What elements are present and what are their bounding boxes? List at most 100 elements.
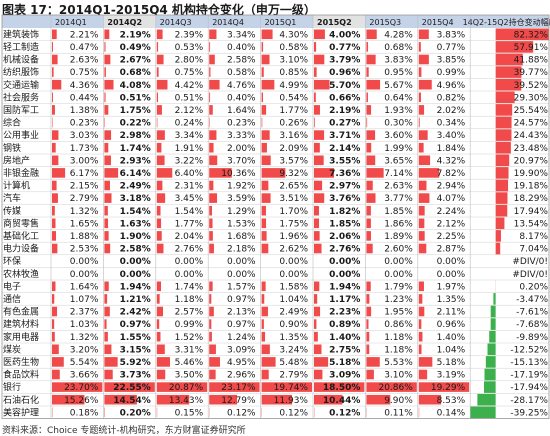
cell-value: 5.48% — [279, 358, 308, 368]
cell-value: 1.79% — [384, 282, 413, 292]
value-bar — [156, 67, 159, 77]
cell-value: 0.00% — [329, 257, 360, 267]
cell-value: 1.74% — [175, 282, 204, 292]
value-bar — [52, 92, 53, 103]
cell-value: 5.18% — [437, 358, 466, 368]
row-label: 建筑装饰 — [3, 28, 39, 40]
cell-value: 1.63% — [120, 219, 151, 229]
value-bar — [261, 155, 271, 166]
value-bar — [156, 394, 190, 405]
cell-value: 0.11% — [384, 408, 413, 418]
value-bar — [314, 142, 320, 153]
cell-value: 3.57% — [279, 156, 308, 166]
value-bar — [209, 155, 218, 166]
value-bar — [418, 105, 425, 115]
cell-value: 4.95% — [227, 358, 256, 368]
cell-value: 1.64% — [227, 106, 256, 116]
cell-value: 5.53% — [384, 358, 413, 368]
value-bar — [156, 29, 163, 40]
change-value: 39.52% — [514, 81, 549, 91]
value-bar — [366, 319, 369, 329]
cell-value: 22.55% — [113, 383, 151, 393]
change-value: #DIV/0! — [512, 257, 548, 267]
cell-value: 5.18% — [329, 358, 360, 368]
cell-value: 1.77% — [175, 219, 204, 229]
value-bar — [366, 294, 370, 304]
value-bar — [52, 42, 53, 52]
column-header: 2014Q1 — [55, 18, 87, 27]
source-note: 资料来源：Choice 专题统计-机构研究，东方财富证券研究所 — [2, 426, 246, 436]
value-bar — [104, 344, 112, 355]
value-bar — [366, 117, 368, 128]
cell-value: 6.40% — [175, 169, 204, 179]
cell-value: 3.15% — [120, 345, 151, 355]
cell-value: 9.90% — [384, 396, 413, 406]
value-bar — [52, 218, 56, 229]
value-bar — [314, 193, 325, 203]
row-label: 综合 — [3, 117, 21, 129]
cell-value: 10.44% — [323, 396, 361, 406]
value-bar — [366, 331, 370, 342]
cell-value: 0.30% — [384, 119, 413, 129]
value-bar — [209, 79, 220, 90]
value-bar — [314, 54, 325, 65]
value-bar — [418, 142, 424, 153]
value-bar — [209, 142, 214, 153]
cell-value: 0.75% — [175, 68, 204, 78]
value-bar — [314, 331, 318, 342]
change-bar — [495, 53, 523, 66]
value-bar — [104, 394, 137, 405]
chart-title: 图表 17：2014Q1-2015Q4 机构持仓变化（申万一级） — [2, 3, 316, 17]
value-bar — [104, 92, 106, 103]
change-bar — [495, 167, 509, 179]
value-bar — [209, 357, 220, 367]
cell-value: 1.85% — [384, 207, 413, 217]
cell-value: 0.97% — [120, 320, 151, 330]
value-bar — [418, 382, 470, 392]
cell-value: 13.43% — [169, 396, 204, 406]
value-bar — [261, 142, 267, 153]
column-header: 2015Q3 — [369, 18, 401, 27]
cell-value: 3.19% — [437, 371, 466, 381]
value-bar — [104, 319, 107, 329]
cell-value: 1.73% — [70, 144, 99, 154]
value-bar — [209, 306, 214, 317]
cell-value: 5.92% — [120, 358, 151, 368]
row-label: 医药生物 — [3, 356, 39, 368]
change-value: 57.91% — [514, 43, 549, 53]
change-value: 19.18% — [514, 182, 549, 192]
cell-value: 3.71% — [329, 131, 360, 141]
cell-value: 11.93% — [274, 396, 309, 406]
value-bar — [156, 54, 164, 65]
cell-value: 3.85% — [437, 56, 466, 66]
value-bar — [314, 168, 335, 178]
change-bar — [485, 356, 496, 368]
value-bar — [366, 231, 371, 241]
value-bar — [314, 369, 323, 380]
value-bar — [261, 67, 264, 77]
change-bar — [495, 230, 501, 242]
value-bar — [156, 306, 164, 317]
value-bar — [52, 193, 58, 203]
column-header: 2014Q4 — [212, 18, 244, 27]
cell-value: 7.14% — [384, 169, 413, 179]
cell-value: 0.00% — [279, 270, 308, 280]
cell-value: 2.02% — [437, 106, 466, 116]
cell-value: 2.15% — [70, 182, 99, 192]
cell-value: 3.73% — [120, 371, 151, 381]
value-bar — [156, 155, 165, 166]
cell-value: 4.76% — [227, 81, 256, 91]
value-bar — [261, 394, 293, 405]
value-bar — [314, 117, 315, 128]
value-bar — [418, 218, 425, 229]
value-bar — [366, 382, 417, 392]
cell-value: 1.18% — [175, 295, 204, 305]
cell-value: 2.21% — [70, 30, 99, 40]
change-bar — [477, 393, 496, 406]
cell-value: 3.03% — [70, 131, 99, 141]
cell-value: 1.88% — [70, 232, 99, 242]
change-bar — [495, 28, 549, 41]
cell-value: 1.95% — [384, 308, 413, 318]
value-bar — [261, 193, 271, 203]
cell-value: 0.00% — [329, 270, 360, 280]
